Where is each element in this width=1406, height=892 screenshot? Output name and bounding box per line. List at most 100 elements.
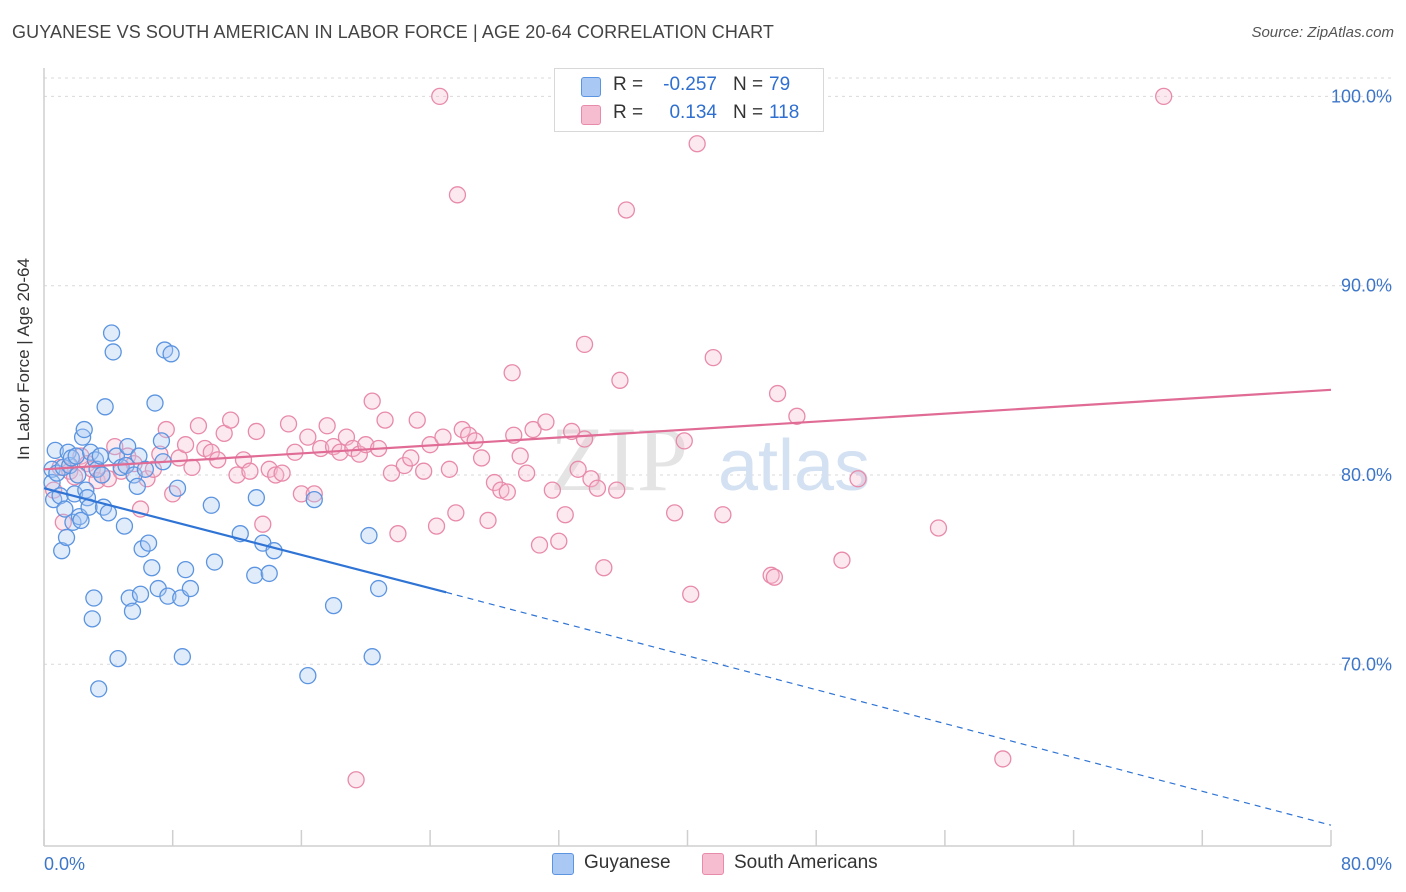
south-americans-point[interactable] <box>279 415 298 433</box>
guyanese-point[interactable] <box>173 648 192 666</box>
south-americans-point[interactable] <box>382 464 401 482</box>
south-americans-point[interactable] <box>543 481 562 499</box>
south-americans-point[interactable] <box>498 483 516 501</box>
south-americans-point[interactable] <box>189 417 208 435</box>
guyanese-point[interactable] <box>120 589 138 607</box>
guyanese-point[interactable] <box>146 394 164 412</box>
guyanese-point[interactable] <box>168 479 187 497</box>
south-americans-point[interactable] <box>517 464 536 482</box>
south-americans-point[interactable] <box>682 585 700 603</box>
south-americans-point[interactable] <box>466 432 484 450</box>
south-americans-point[interactable] <box>611 371 629 389</box>
south-americans-point[interactable] <box>550 532 568 550</box>
guyanese-point[interactable] <box>176 560 195 579</box>
guyanese-point[interactable] <box>360 526 378 545</box>
south-americans-point[interactable] <box>431 87 449 106</box>
guyanese-point[interactable] <box>205 553 224 571</box>
south-americans-point[interactable] <box>994 750 1012 768</box>
south-americans-point[interactable] <box>556 506 574 524</box>
guyanese-point[interactable] <box>299 666 317 685</box>
south-americans-point[interactable] <box>833 551 851 569</box>
south-americans-point[interactable] <box>569 460 587 478</box>
south-americans-point[interactable] <box>427 517 446 535</box>
south-americans-point[interactable] <box>929 519 948 537</box>
south-americans-point[interactable] <box>318 417 336 435</box>
guyanese-point[interactable] <box>363 648 381 666</box>
south-americans-point[interactable] <box>247 422 266 441</box>
guyanese-point[interactable] <box>128 477 146 495</box>
south-americans-point[interactable] <box>286 443 304 461</box>
south-americans-point[interactable] <box>765 568 784 586</box>
south-americans-point[interactable] <box>472 449 491 467</box>
guyanese-point[interactable] <box>152 432 171 450</box>
south-americans-point[interactable] <box>434 428 452 446</box>
south-americans-point[interactable] <box>254 515 272 533</box>
guyanese-point[interactable] <box>324 596 343 615</box>
guyanese-point[interactable] <box>83 610 101 628</box>
south-americans-point[interactable] <box>479 511 497 530</box>
guyanese-point[interactable] <box>369 579 388 598</box>
guyanese-point[interactable] <box>69 466 87 484</box>
guyanese-point[interactable] <box>260 564 278 583</box>
guyanese-point[interactable] <box>265 542 283 560</box>
south-americans-point[interactable] <box>617 201 636 219</box>
south-americans-point[interactable] <box>595 559 613 577</box>
south-americans-point[interactable] <box>537 413 555 431</box>
guyanese-point[interactable] <box>104 343 122 361</box>
south-americans-point[interactable] <box>675 432 693 450</box>
guyanese-point[interactable] <box>181 579 200 598</box>
south-americans-point[interactable] <box>524 420 542 439</box>
south-americans-point[interactable] <box>588 479 607 497</box>
south-americans-point[interactable] <box>221 411 240 429</box>
south-americans-point[interactable] <box>447 504 465 522</box>
south-americans-point[interactable] <box>530 536 549 554</box>
south-americans-point[interactable] <box>389 525 407 543</box>
guyanese-point[interactable] <box>162 345 180 363</box>
south-americans-point[interactable] <box>714 506 732 524</box>
south-americans-point[interactable] <box>363 392 381 410</box>
guyanese-point[interactable] <box>119 437 137 456</box>
south-americans-point[interactable] <box>176 436 195 454</box>
guyanese-point[interactable] <box>159 587 177 605</box>
guyanese-point[interactable] <box>136 460 155 478</box>
guyanese-point[interactable] <box>305 490 323 509</box>
guyanese-point[interactable] <box>56 500 74 518</box>
south-americans-point[interactable] <box>704 348 722 367</box>
guyanese-point[interactable] <box>246 566 264 584</box>
south-americans-point[interactable] <box>575 335 594 354</box>
guyanese-point[interactable] <box>123 602 142 620</box>
guyanese-point[interactable] <box>131 585 150 603</box>
guyanese-point[interactable] <box>90 680 108 698</box>
south-americans-point[interactable] <box>402 449 420 467</box>
south-americans-point[interactable] <box>688 135 706 153</box>
south-americans-point[interactable] <box>608 481 626 499</box>
south-americans-point[interactable] <box>511 447 529 465</box>
south-americans-point[interactable] <box>849 470 867 488</box>
guyanese-point[interactable] <box>96 398 114 416</box>
guyanese-point[interactable] <box>85 589 103 607</box>
south-americans-point[interactable] <box>408 411 426 429</box>
south-americans-point[interactable] <box>768 384 787 403</box>
south-americans-point[interactable] <box>376 411 394 429</box>
south-americans-point[interactable] <box>1155 87 1173 106</box>
south-americans-point[interactable] <box>415 462 433 480</box>
guyanese-point[interactable] <box>57 528 76 547</box>
south-americans-point[interactable] <box>305 485 323 503</box>
guyanese-point[interactable] <box>91 447 109 465</box>
south-americans-point[interactable] <box>347 771 365 789</box>
south-americans-point[interactable] <box>267 466 285 484</box>
guyanese-point[interactable] <box>75 420 93 439</box>
south-americans-point[interactable] <box>440 460 459 478</box>
south-americans-point[interactable] <box>788 407 806 425</box>
south-americans-point[interactable] <box>448 186 467 204</box>
south-americans-point[interactable] <box>273 464 291 482</box>
guyanese-point[interactable] <box>67 447 85 465</box>
guyanese-point[interactable] <box>202 496 220 514</box>
south-americans-point[interactable] <box>582 470 600 488</box>
guyanese-point[interactable] <box>115 517 134 535</box>
guyanese-point[interactable] <box>93 466 111 484</box>
south-americans-point[interactable] <box>503 364 521 382</box>
south-americans-point[interactable] <box>665 504 684 522</box>
guyanese-point[interactable] <box>46 441 64 460</box>
south-americans-point[interactable] <box>183 458 201 477</box>
